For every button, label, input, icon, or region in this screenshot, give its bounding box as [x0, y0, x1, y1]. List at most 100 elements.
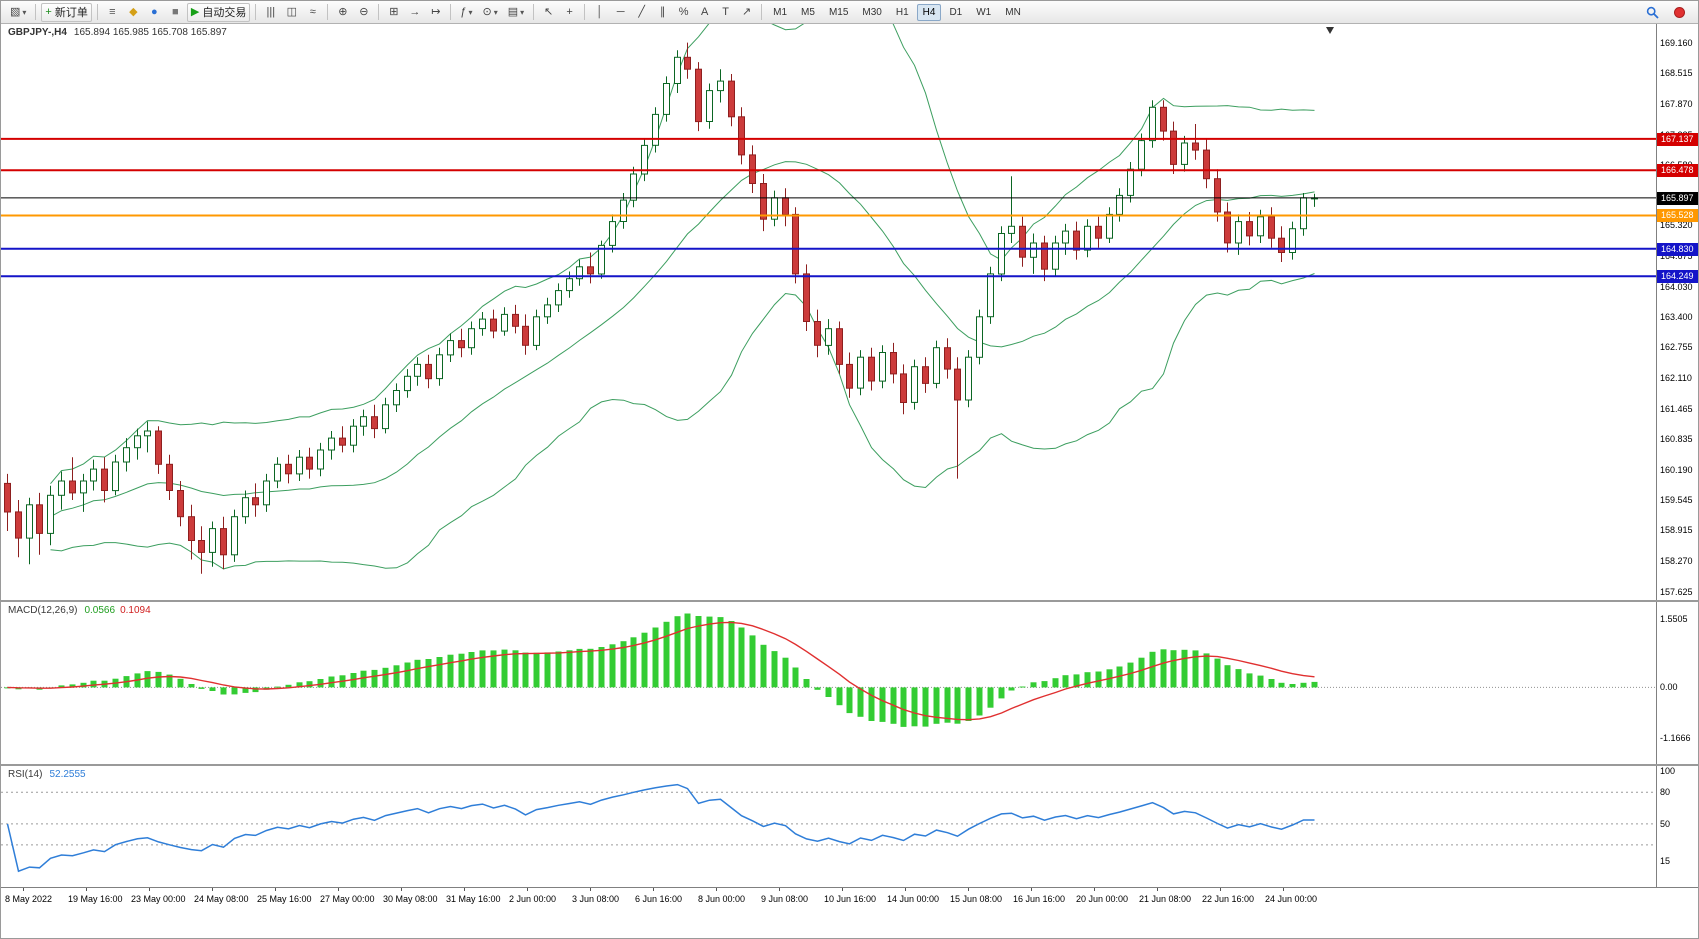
tile-windows-button[interactable]: ⊞	[384, 3, 403, 22]
rsi-tick-label: 100	[1660, 766, 1676, 776]
time-tick	[1157, 888, 1158, 891]
line-chart-button[interactable]: ≈	[303, 3, 322, 22]
candle	[998, 226, 1005, 282]
candle	[1300, 193, 1307, 236]
candlestick-chart-button[interactable]: ◫	[282, 3, 301, 22]
vertical-line-button[interactable]: │	[590, 3, 609, 22]
vertical-line-icon: │	[596, 5, 604, 18]
candle	[1019, 216, 1026, 267]
timeframe-M5[interactable]: M5	[801, 6, 815, 18]
fibonacci-icon: %	[678, 5, 689, 18]
time-label: 25 May 16:00	[257, 894, 312, 904]
candle	[771, 190, 778, 227]
terminal-button[interactable]: ■	[166, 3, 185, 22]
rsi-axis: 100 80 50 15	[1656, 766, 1698, 887]
dropdown-caret-icon: ▾	[468, 7, 473, 17]
timeframe-M1[interactable]: M1	[773, 6, 788, 18]
candle	[1052, 235, 1059, 277]
zoom-out-button[interactable]: ⊖	[354, 3, 373, 22]
candle	[306, 447, 313, 479]
candle	[728, 74, 735, 127]
crosshair-button[interactable]: +	[560, 3, 579, 22]
channel-button[interactable]: ∥	[653, 3, 672, 22]
candle	[134, 428, 141, 460]
data-window-button[interactable]: ◆	[124, 3, 143, 22]
arrows-button[interactable]: ↗	[737, 3, 756, 22]
cursor-button[interactable]: ↖	[539, 3, 558, 22]
candle	[522, 314, 529, 355]
candle	[263, 473, 270, 512]
templates-button[interactable]: ▤ ▾	[504, 3, 528, 22]
new-order-icon: +	[45, 5, 52, 18]
time-label: 6 Jun 16:00	[635, 894, 683, 904]
macd-chart[interactable]	[1, 602, 1656, 764]
candle	[371, 404, 378, 439]
chart-shift-button[interactable]: ↦	[426, 3, 445, 22]
time-label: 19 May 16:00	[68, 894, 123, 904]
zoom-out-icon: ⊖	[359, 5, 369, 18]
candle	[706, 83, 713, 129]
panel-separator[interactable]	[1, 764, 1698, 766]
candle	[674, 50, 681, 93]
fibonacci-button[interactable]: %	[674, 3, 693, 22]
time-label: 21 Jun 08:00	[1139, 894, 1192, 904]
candle	[792, 207, 799, 284]
timeframe-H4[interactable]: H4	[916, 3, 942, 21]
rsi-chart[interactable]	[1, 766, 1656, 887]
new-chart-button[interactable]: ▧ ▾	[6, 3, 30, 22]
zoom-in-button[interactable]: ⊕	[333, 3, 352, 22]
templates-icon: ▤	[507, 5, 519, 18]
dropdown-caret-icon: ▾	[493, 7, 498, 17]
text-button[interactable]: A	[695, 3, 714, 22]
candle	[836, 321, 843, 374]
candle	[857, 350, 864, 396]
candle	[825, 319, 832, 355]
bar-chart-button[interactable]: |||	[261, 3, 280, 22]
time-axis[interactable]: 8 May 2022 19 May 16:00 23 May 00:00 24 May…	[1, 887, 1698, 911]
timeframe-D1[interactable]: D1	[949, 6, 963, 18]
price-tick-label: 158.270	[1660, 556, 1693, 566]
candlestick-chart-icon: ◫	[286, 5, 298, 18]
indicators-button[interactable]: ƒ ▾	[456, 3, 476, 22]
candlestick-chart[interactable]	[1, 24, 1656, 600]
timeframe-W1[interactable]: W1	[976, 6, 992, 18]
timeframe-MN[interactable]: MN	[1005, 6, 1021, 18]
timeframe-M15[interactable]: M15	[828, 6, 849, 18]
candle	[274, 457, 281, 489]
resistance-line-2-badge: 166.478	[1657, 164, 1698, 177]
candle	[425, 354, 432, 389]
market-watch-button[interactable]: ≡	[103, 3, 122, 22]
autotrading-button[interactable]: ▶ 自动交易	[186, 2, 251, 22]
horizontal-line-button[interactable]: ─	[611, 3, 630, 22]
dropdown-caret-icon: ▾	[22, 7, 27, 17]
timeframe-H1[interactable]: H1	[895, 6, 909, 18]
chart-shift-marker[interactable]	[1326, 27, 1334, 34]
search-icon[interactable]	[1642, 3, 1663, 22]
candle	[4, 473, 11, 531]
candle	[1149, 100, 1156, 148]
candle	[1181, 135, 1188, 172]
toolbar-separator	[533, 4, 535, 20]
trendline-button[interactable]: ╱	[632, 3, 651, 22]
periods-button[interactable]: ⊙ ▾	[478, 3, 501, 22]
candle	[231, 509, 238, 562]
timeframe-M30[interactable]: M30	[862, 6, 882, 18]
time-tick	[464, 888, 465, 891]
time-tick	[968, 888, 969, 891]
alert-icon[interactable]	[1670, 3, 1689, 22]
candle	[1170, 121, 1177, 174]
rsi-value: 52.2555	[49, 769, 86, 780]
price-tick-label: 164.675	[1660, 251, 1693, 261]
time-label: 30 May 08:00	[383, 894, 438, 904]
label-button[interactable]: T	[716, 3, 735, 22]
time-label: 2 Jun 00:00	[509, 894, 557, 904]
navigator-button[interactable]: ●	[145, 3, 164, 22]
new-order-button[interactable]: + 新订单	[41, 2, 92, 22]
candle	[1160, 100, 1167, 141]
time-tick	[1283, 888, 1284, 891]
auto-scroll-button[interactable]: →	[405, 3, 424, 22]
price-tick-label: 161.465	[1660, 404, 1693, 414]
time-tick	[149, 888, 150, 891]
panel-separator[interactable]	[1, 600, 1698, 602]
candle	[1073, 221, 1080, 260]
